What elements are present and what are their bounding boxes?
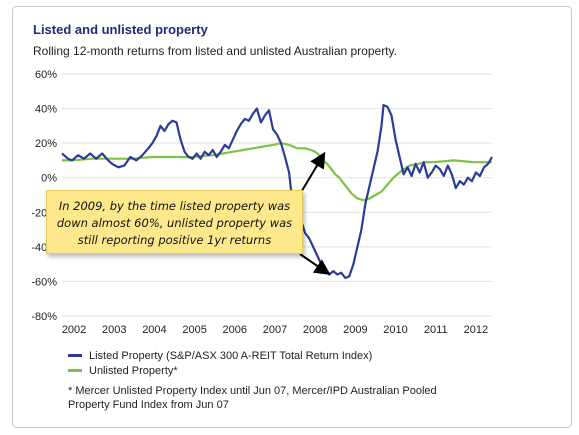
arrow-to-listed [299, 253, 331, 276]
legend-swatch-listed [68, 354, 82, 357]
legend-item-listed: Listed Property (S&P/ASX 300 A-REIT Tota… [68, 348, 372, 363]
y-tick-label: 40% [35, 104, 57, 116]
x-axis-ticks: 2002 2003 2004 2005 2006 2007 2008 2009 2010 2011… [62, 324, 488, 336]
annotation-note: In 2009, by the time listed property was… [46, 190, 303, 254]
x-tick-label: 2004 [142, 324, 166, 336]
x-tick-label: 2008 [303, 324, 327, 336]
chart-title: Listed and unlisted property [33, 22, 208, 37]
legend-swatch-unlisted [68, 369, 82, 372]
x-tick-label: 2011 [424, 324, 448, 336]
x-tick-label: 2002 [62, 324, 86, 336]
legend-label-unlisted: Unlisted Property* [89, 364, 178, 377]
y-tick-label: -80% [31, 311, 57, 323]
y-tick-label: -60% [31, 276, 57, 288]
x-tick-label: 2006 [223, 324, 247, 336]
y-tick-label: 20% [35, 138, 57, 150]
annotation-arrows [299, 151, 331, 276]
legend-item-unlisted: Unlisted Property* [68, 363, 372, 378]
y-tick-label: 0% [41, 173, 57, 185]
legend-label-listed: Listed Property (S&P/ASX 300 A-REIT Tota… [89, 349, 373, 362]
x-tick-label: 2009 [343, 324, 367, 336]
y-tick-label: 60% [35, 69, 57, 81]
x-tick-label: 2010 [383, 324, 407, 336]
x-tick-label: 2003 [102, 324, 126, 336]
footnote: * Mercer Unlisted Property Index until J… [68, 385, 437, 411]
chart-legend: Listed Property (S&P/ASX 300 A-REIT Tota… [68, 348, 372, 378]
x-tick-label: 2012 [464, 324, 488, 336]
chart-subtitle: Rolling 12-month returns from listed and… [33, 44, 397, 58]
arrow-to-unlisted [299, 151, 326, 195]
x-tick-label: 2007 [263, 324, 287, 336]
x-tick-label: 2005 [182, 324, 206, 336]
